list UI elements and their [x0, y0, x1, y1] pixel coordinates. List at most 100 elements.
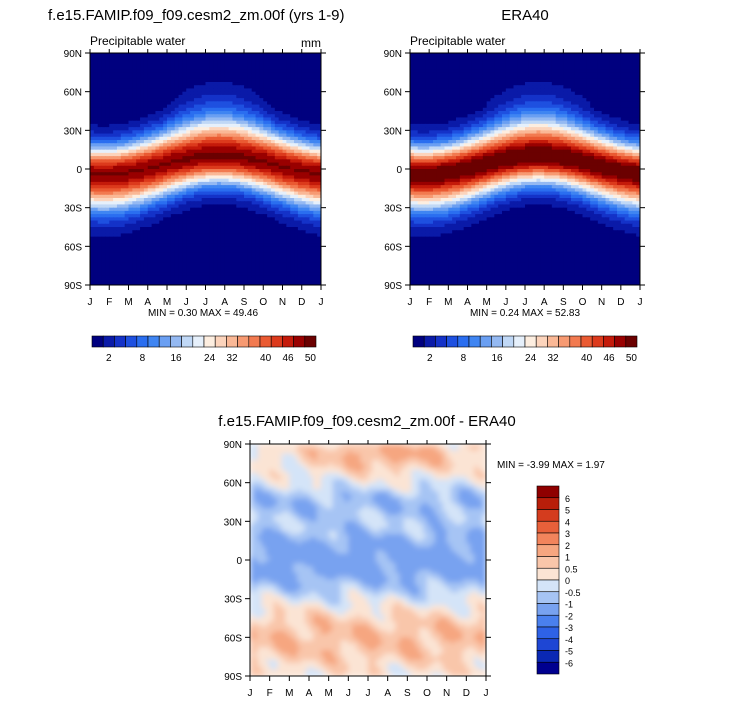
colorbar-difference-swatch	[537, 651, 559, 663]
panel-era40-ytick-label: 60S	[384, 242, 402, 253]
panel-model-title: f.e15.FAMIP.f09_f09.cesm2_zm.00f (yrs 1-…	[48, 7, 345, 24]
colorbar-model-swatch	[126, 336, 137, 347]
panel-model-xtick-label: A	[221, 297, 228, 308]
colorbar-model-swatch	[249, 336, 260, 347]
panel-difference-ytick-label: 60N	[224, 479, 242, 490]
colorbar-era40-swatch	[626, 336, 637, 347]
colorbar-difference-label: 6	[565, 494, 570, 504]
panel-era40-ytick-label: 90N	[384, 49, 402, 60]
panel-era40-xtick-label: D	[617, 297, 624, 308]
panel-model-xtick-label: D	[298, 297, 305, 308]
colorbar-era40-label: 32	[547, 353, 559, 364]
colorbar-difference-label: -5	[565, 647, 573, 657]
panel-model-xtick-label: M	[124, 297, 132, 308]
panel-era40-xtick-label: J	[408, 297, 413, 308]
panel-difference-ytick-label: 30N	[224, 517, 242, 528]
panel-difference-xtick-label: O	[423, 688, 431, 699]
colorbar-model-swatch	[282, 336, 293, 347]
panel-difference-xtick-label: J	[248, 688, 253, 699]
panel-era40-xtick-label: J	[503, 297, 508, 308]
colorbar-era40-swatch	[536, 336, 547, 347]
colorbar-era40-swatch	[581, 336, 592, 347]
colorbar-era40-swatch	[603, 336, 614, 347]
panel-model-xtick-label: J	[203, 297, 208, 308]
colorbar-era40-swatch	[480, 336, 491, 347]
panel-model-ytick-label: 30S	[64, 204, 82, 215]
colorbar-difference-swatch	[537, 627, 559, 639]
colorbar-model-label: 8	[140, 353, 146, 364]
colorbar-model-swatch	[92, 336, 103, 347]
colorbar-model-swatch	[103, 336, 114, 347]
colorbar-era40-swatch	[525, 336, 536, 347]
panel-era40-ytick-label: 90S	[384, 281, 402, 292]
colorbar-model-swatch	[294, 336, 305, 347]
panel-model-ytick-label: 90N	[64, 49, 82, 60]
colorbar-model-swatch	[170, 336, 181, 347]
panel-difference-ytick-label: 60S	[224, 633, 242, 644]
panel-era40: ERA40 Precipitable water 90N60N30N030S60…	[384, 7, 645, 319]
colorbar-model-swatch	[193, 336, 204, 347]
panel-model-xtick-label: M	[163, 297, 171, 308]
colorbar-model-swatch	[204, 336, 215, 347]
colorbar-difference-swatch	[537, 521, 559, 533]
panel-era40-xtick-label: A	[541, 297, 548, 308]
colorbar-difference-label: -2	[565, 611, 573, 621]
colorbar-difference-label: 5	[565, 506, 570, 516]
colorbar-difference-swatch	[537, 557, 559, 569]
colorbar-model-swatch	[148, 336, 159, 347]
panel-difference-xtick-label: S	[404, 688, 411, 699]
colorbar-model-swatch	[260, 336, 271, 347]
colorbar-era40-swatch	[514, 336, 525, 347]
panel-model-xtick-label: S	[241, 297, 248, 308]
colorbar-difference-label: 0.5	[565, 564, 578, 574]
colorbar-model-swatch	[238, 336, 249, 347]
panel-model-xtick-label: N	[279, 297, 286, 308]
colorbar-model-swatch	[305, 336, 316, 347]
colorbar-difference-swatch	[537, 545, 559, 557]
panel-difference-xtick-label: J	[346, 688, 351, 699]
colorbar-difference-swatch	[537, 615, 559, 627]
panel-era40-variable-label: Precipitable water	[410, 34, 505, 48]
panel-difference-xtick-label: A	[306, 688, 313, 699]
panel-model-xtick-label: J	[184, 297, 189, 308]
panel-difference-xtick-label: M	[285, 688, 293, 699]
colorbar-difference-swatch	[537, 580, 559, 592]
colorbar-era40-swatch	[469, 336, 480, 347]
panel-era40-ytick-label: 30N	[384, 126, 402, 137]
colorbar-era40-label: 24	[525, 353, 537, 364]
panel-era40-xtick-label: S	[560, 297, 567, 308]
panel-difference-xtick-label: J	[484, 688, 489, 699]
colorbar-model-label: 16	[170, 353, 182, 364]
colorbar-era40-label: 40	[581, 353, 593, 364]
colorbar-difference-swatch	[537, 639, 559, 651]
panel-era40-xtick-label: M	[444, 297, 452, 308]
panel-difference-xtick-label: A	[384, 688, 391, 699]
colorbar-era40-swatch	[503, 336, 514, 347]
colorbar-era40-swatch	[570, 336, 581, 347]
colorbar-era40-swatch	[547, 336, 558, 347]
colorbar-difference-label: -1	[565, 600, 573, 610]
colorbar-difference-label: -3	[565, 623, 573, 633]
panel-model-ytick-label: 60N	[64, 88, 82, 99]
panel-model-ytick-label: 90S	[64, 281, 82, 292]
colorbar-era40-swatch	[447, 336, 458, 347]
colorbar-era40-swatch	[424, 336, 435, 347]
colorbar-era40-swatch	[615, 336, 626, 347]
panel-era40-ytick-label: 0	[396, 165, 402, 176]
panel-era40-ytick-label: 60N	[384, 88, 402, 99]
panel-era40-stats: MIN = 0.24 MAX = 52.83	[470, 308, 580, 319]
colorbar-era40-swatch	[592, 336, 603, 347]
colorbar-model-label: 50	[305, 353, 317, 364]
colorbar-era40-swatch	[413, 336, 424, 347]
panel-era40-ytick-label: 30S	[384, 204, 402, 215]
panel-era40-xtick-label: O	[579, 297, 587, 308]
colorbar-model-swatch	[114, 336, 125, 347]
colorbar-era40-label: 16	[491, 353, 503, 364]
panel-difference-ytick-label: 90N	[224, 440, 242, 451]
colorbar-era40-label: 8	[461, 353, 467, 364]
panel-difference-stats: MIN = -3.99 MAX = 1.97	[497, 460, 605, 471]
colorbar-difference-label: 4	[565, 517, 570, 527]
panel-model-xtick-label: J	[319, 297, 324, 308]
colorbar-difference-label: 0	[565, 576, 570, 586]
